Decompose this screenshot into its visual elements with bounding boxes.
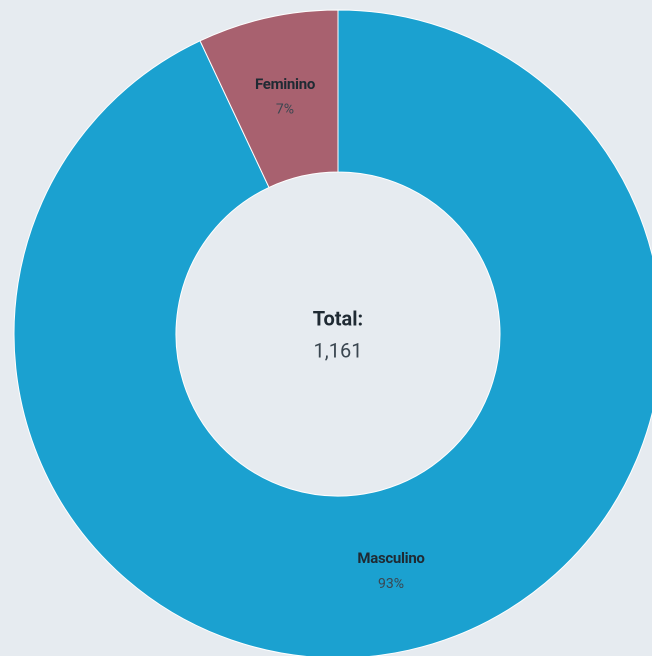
slice	[13, 9, 652, 656]
slice-name: Feminino	[255, 75, 315, 93]
slice-value-label: 93%	[378, 576, 404, 592]
slices	[13, 9, 652, 656]
labels: Masculino 93% Feminino 7%	[255, 75, 425, 592]
slice-name: Masculino	[357, 549, 424, 567]
center-value: 1,161	[314, 338, 363, 362]
slice	[199, 9, 339, 189]
slice-value-label: 7%	[276, 102, 294, 118]
center-title: Total:	[313, 306, 363, 330]
